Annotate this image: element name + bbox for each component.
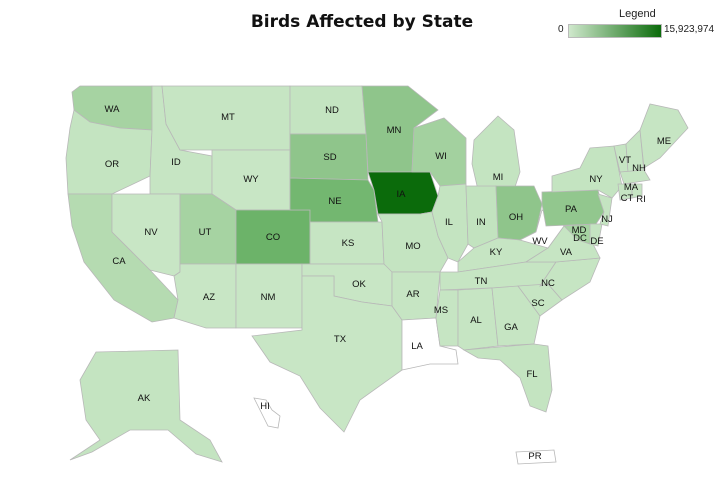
state-label-tx: TX bbox=[334, 334, 347, 345]
legend-gradient-bar bbox=[568, 24, 662, 38]
state-label-nm: NM bbox=[261, 292, 276, 303]
state-label-va: VA bbox=[560, 247, 573, 258]
state-mi[interactable] bbox=[471, 115, 521, 191]
state-label-nj: NJ bbox=[601, 214, 613, 225]
state-label-de: DE bbox=[590, 236, 603, 247]
state-label-tn: TN bbox=[475, 276, 488, 287]
state-label-mt: MT bbox=[221, 112, 235, 123]
state-label-pa: PA bbox=[565, 204, 578, 215]
state-label-id: ID bbox=[171, 157, 181, 168]
state-label-mi: MI bbox=[493, 172, 504, 183]
state-label-pr: PR bbox=[528, 451, 541, 462]
state-label-wi: WI bbox=[435, 151, 447, 162]
state-label-ar: AR bbox=[406, 289, 419, 300]
state-label-al: AL bbox=[470, 315, 482, 326]
state-label-ks: KS bbox=[342, 238, 355, 249]
state-fl[interactable] bbox=[462, 343, 553, 413]
map-title: Birds Affected by State bbox=[250, 12, 474, 32]
state-label-sd: SD bbox=[323, 152, 336, 163]
state-label-ne: NE bbox=[328, 196, 341, 207]
state-label-ma: MA bbox=[624, 182, 639, 193]
state-label-oh: OH bbox=[509, 212, 523, 223]
state-label-wy: WY bbox=[243, 174, 259, 185]
state-label-hi: HI bbox=[260, 401, 270, 412]
state-label-mo: MO bbox=[405, 241, 420, 252]
state-pr[interactable] bbox=[515, 449, 557, 465]
state-al[interactable] bbox=[457, 287, 499, 351]
state-label-ca: CA bbox=[112, 256, 126, 267]
legend-title: Legend bbox=[619, 8, 656, 20]
state-label-md: MD bbox=[572, 225, 587, 236]
state-hi[interactable] bbox=[253, 397, 281, 429]
state-nj[interactable] bbox=[597, 193, 613, 227]
state-label-wv: WV bbox=[532, 236, 548, 247]
state-ri[interactable] bbox=[631, 183, 643, 199]
state-label-la: LA bbox=[411, 341, 423, 352]
state-ma[interactable] bbox=[619, 169, 651, 185]
state-ak[interactable] bbox=[69, 349, 223, 463]
legend-max-label: 15,923,974 bbox=[664, 24, 715, 35]
state-me[interactable] bbox=[639, 103, 689, 169]
state-label-ri: RI bbox=[636, 194, 646, 205]
state-label-co: CO bbox=[266, 232, 280, 243]
state-label-or: OR bbox=[105, 159, 119, 170]
state-label-in: IN bbox=[476, 217, 486, 228]
state-de[interactable] bbox=[589, 223, 603, 247]
state-label-nc: NC bbox=[541, 278, 555, 289]
state-label-ct: CT bbox=[621, 193, 634, 204]
state-mo[interactable] bbox=[377, 211, 449, 273]
state-label-ak: AK bbox=[138, 393, 151, 404]
state-tx[interactable] bbox=[251, 275, 403, 433]
state-or[interactable] bbox=[65, 109, 153, 195]
state-label-nh: NH bbox=[632, 163, 646, 174]
state-label-vt: VT bbox=[619, 155, 631, 166]
state-label-mn: MN bbox=[387, 125, 402, 136]
state-label-wa: WA bbox=[105, 104, 121, 115]
state-label-fl: FL bbox=[526, 369, 537, 380]
state-label-ga: GA bbox=[504, 322, 518, 333]
state-label-ia: IA bbox=[397, 189, 407, 200]
state-label-ok: OK bbox=[352, 279, 366, 290]
state-label-ky: KY bbox=[490, 247, 503, 258]
state-ny[interactable] bbox=[551, 145, 623, 199]
state-label-az: AZ bbox=[203, 292, 215, 303]
state-label-sc: SC bbox=[531, 298, 544, 309]
state-label-il: IL bbox=[445, 217, 453, 228]
state-ms[interactable] bbox=[435, 289, 459, 347]
state-label-nv: NV bbox=[144, 227, 158, 238]
state-label-ut: UT bbox=[199, 227, 212, 238]
state-label-me: ME bbox=[657, 136, 671, 147]
state-label-nd: ND bbox=[325, 105, 339, 116]
state-label-dc: DC bbox=[573, 233, 587, 244]
legend-min-label: 0 bbox=[558, 24, 564, 35]
legend: Legend 0 15,923,974 bbox=[556, 6, 720, 40]
state-ga[interactable] bbox=[491, 285, 541, 347]
state-label-ms: MS bbox=[434, 305, 448, 316]
state-label-ny: NY bbox=[589, 174, 603, 185]
